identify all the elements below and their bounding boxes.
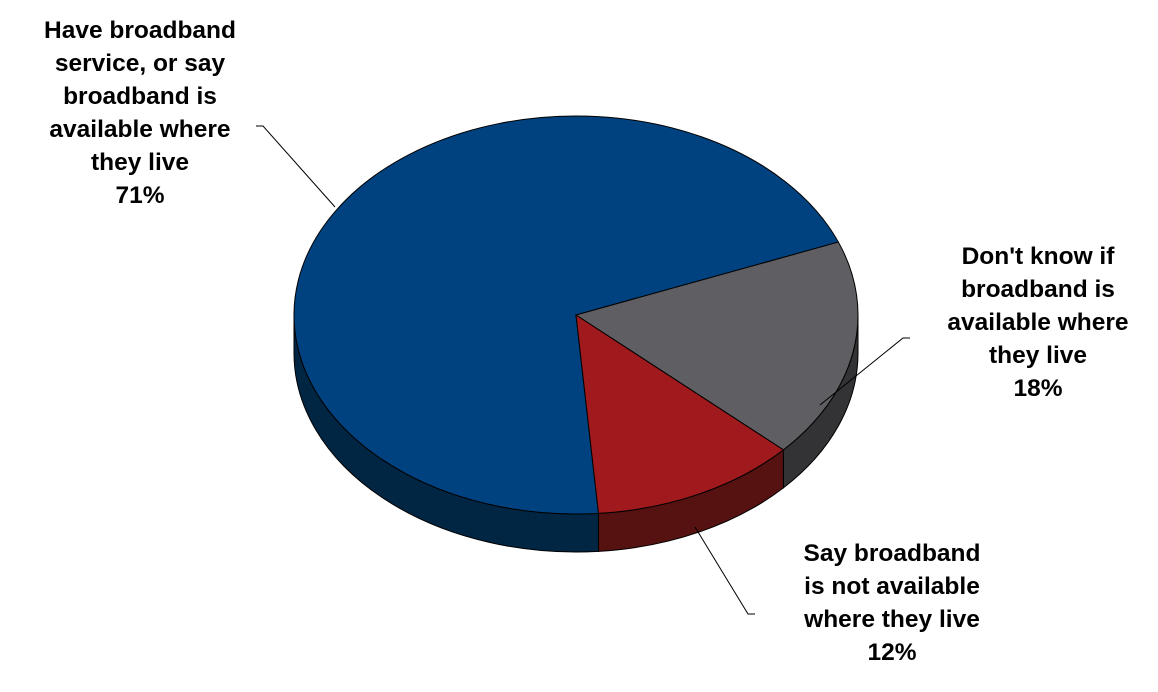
leader-line — [694, 526, 755, 615]
slice-label-line: where they live — [804, 606, 980, 633]
slice-label-line: they live — [988, 342, 1088, 369]
pie-slice — [574, 241, 859, 451]
slice-label-line: Don't know if — [961, 243, 1115, 270]
slice-label-line: is not available — [804, 573, 980, 600]
slice-label-line: available where — [49, 116, 231, 143]
slice-label-have-broadband: Have broadband service, or say broadband… — [0, 14, 280, 212]
slice-label-line: broadband is — [961, 276, 1115, 303]
slice-label-dont-know: Don't know if broadband is available whe… — [918, 240, 1158, 405]
leader-line — [256, 125, 336, 208]
leader-line — [819, 337, 910, 406]
pie-slice — [575, 314, 785, 514]
slice-label-line: broadband is — [63, 83, 217, 110]
slice-label-line: available where — [947, 309, 1129, 336]
slice-value-label: 12% — [867, 639, 917, 666]
slice-label-line: Have broadband — [44, 17, 236, 44]
slice-label-line: service, or say — [54, 50, 226, 77]
slice-label-line: Say broadband — [803, 540, 981, 567]
slice-label-line: they live — [90, 149, 190, 176]
slice-value-label: 18% — [1013, 375, 1063, 402]
slice-label-not-available: Say broadband is not available where the… — [762, 537, 1022, 669]
pie-slice — [293, 115, 840, 515]
slice-value-label: 71% — [115, 182, 165, 209]
